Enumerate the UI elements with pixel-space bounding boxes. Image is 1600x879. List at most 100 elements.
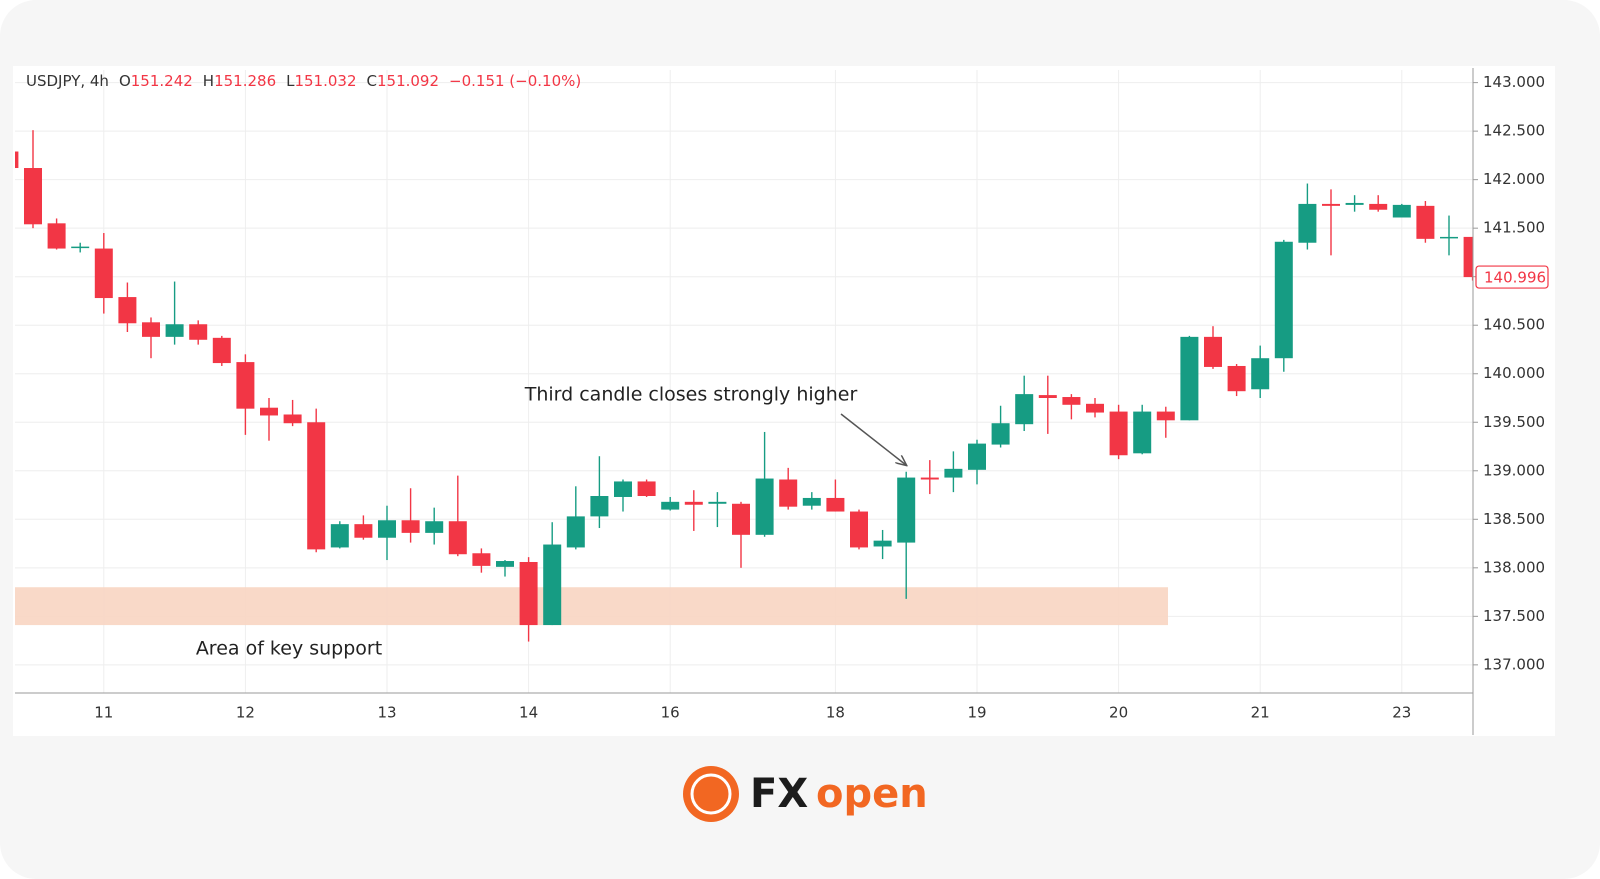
candle-body bbox=[71, 246, 90, 249]
annotation: Third candle closes strongly higher bbox=[524, 384, 858, 406]
candle-body bbox=[684, 501, 703, 505]
y-tick-label: 142.000 bbox=[1483, 170, 1545, 188]
candle-body bbox=[1015, 394, 1034, 425]
candle-body bbox=[1463, 236, 1473, 278]
header-key: C bbox=[367, 72, 377, 90]
candle-body bbox=[1133, 411, 1152, 454]
candle-body bbox=[118, 297, 137, 324]
x-tick-label: 18 bbox=[826, 704, 845, 722]
candles bbox=[15, 130, 1473, 642]
candle-body bbox=[1298, 203, 1317, 243]
candle-body bbox=[496, 561, 514, 567]
candle-body bbox=[1416, 205, 1435, 239]
y-tick-label: 140.000 bbox=[1483, 364, 1545, 382]
header-value: 151.092 bbox=[377, 72, 439, 90]
candle-body bbox=[826, 497, 845, 512]
candle-body bbox=[590, 496, 609, 517]
candle-body bbox=[873, 540, 892, 547]
symbol-header: USDJPY, 4h O151.242 H151.286 L151.032 C151.0… bbox=[26, 72, 581, 90]
x-tick-label: 19 bbox=[967, 704, 986, 722]
candle-body bbox=[968, 443, 986, 470]
candle-body bbox=[1369, 203, 1388, 210]
y-tick-label: 141.500 bbox=[1483, 219, 1545, 237]
x-tick-label: 13 bbox=[377, 704, 396, 722]
candle-body bbox=[637, 481, 656, 497]
candle-body bbox=[212, 337, 231, 364]
candle-body bbox=[944, 468, 963, 478]
header-key: O bbox=[119, 72, 131, 90]
logo-text-fx: FX bbox=[750, 771, 808, 817]
candle-body bbox=[1156, 411, 1175, 421]
y-tick-label: 138.000 bbox=[1483, 558, 1545, 576]
candle-body bbox=[1392, 204, 1411, 218]
annotation-arrow bbox=[840, 413, 906, 465]
logo-icon-ring bbox=[690, 773, 732, 815]
x-tick-label: 20 bbox=[1109, 704, 1128, 722]
candle-body bbox=[920, 477, 939, 480]
candle-body bbox=[1109, 411, 1128, 456]
candle-body bbox=[1062, 397, 1081, 405]
candle-body bbox=[307, 422, 326, 550]
candle-body bbox=[1274, 241, 1293, 359]
y-tick-label: 139.500 bbox=[1483, 413, 1545, 431]
support-zone bbox=[15, 587, 1168, 626]
candle-body bbox=[165, 324, 184, 337]
candle-body bbox=[236, 362, 255, 409]
y-tick-label: 137.500 bbox=[1483, 607, 1545, 625]
y-tick-label: 143.000 bbox=[1483, 73, 1545, 91]
candle-body bbox=[1251, 358, 1270, 390]
header-change: −0.151 (−0.10%) bbox=[449, 72, 581, 90]
candle-body bbox=[1322, 203, 1340, 206]
candle-body bbox=[354, 524, 373, 538]
candle-body bbox=[1227, 365, 1246, 392]
support-label: Area of key support bbox=[196, 638, 382, 660]
last-price-tag bbox=[1475, 265, 1549, 289]
logo-text-open: open bbox=[816, 771, 928, 817]
candle-body bbox=[448, 521, 467, 555]
candle-body bbox=[802, 497, 821, 506]
candle-body bbox=[142, 322, 160, 337]
x-tick-label: 21 bbox=[1251, 704, 1270, 722]
y-tick-label: 138.500 bbox=[1483, 510, 1545, 528]
header-value: 151.242 bbox=[131, 72, 193, 90]
header-symbol: USDJPY, 4h bbox=[26, 72, 109, 90]
candle-body bbox=[661, 501, 680, 510]
candle-body bbox=[425, 521, 444, 533]
candle-body bbox=[1440, 236, 1458, 239]
candle-body bbox=[472, 553, 491, 566]
x-tick-label: 16 bbox=[661, 704, 680, 722]
candle-body bbox=[897, 477, 916, 543]
labels: 137.000 137.500 138.000 138.500 139.000 139.5… bbox=[94, 73, 1549, 722]
candle-body bbox=[850, 511, 868, 548]
header-value: 151.032 bbox=[294, 72, 356, 90]
candle-body bbox=[94, 248, 113, 299]
header-key: H bbox=[203, 72, 214, 90]
candle-body bbox=[732, 503, 750, 535]
candle-body bbox=[24, 168, 42, 225]
candle-body bbox=[47, 223, 66, 249]
candle-body bbox=[1180, 336, 1199, 421]
candle-body bbox=[708, 501, 727, 504]
header-key: L bbox=[286, 72, 295, 90]
candle-body bbox=[991, 423, 1010, 445]
candle-body bbox=[189, 324, 208, 340]
x-tick-label: 12 bbox=[236, 704, 255, 722]
candle-body bbox=[1204, 336, 1222, 367]
header-value: 151.286 bbox=[214, 72, 276, 90]
candle-body bbox=[1038, 395, 1057, 398]
last-price-label: 140.996 bbox=[1484, 269, 1546, 287]
candle-body bbox=[755, 478, 774, 535]
zone-layer bbox=[15, 587, 1168, 626]
logo: FX open bbox=[683, 766, 928, 822]
candle-body bbox=[1345, 202, 1364, 205]
candle-body bbox=[401, 520, 420, 533]
candle-body bbox=[15, 151, 19, 169]
candle-body bbox=[614, 481, 632, 497]
y-tick-label: 142.500 bbox=[1483, 122, 1545, 140]
candle-body bbox=[1086, 403, 1104, 413]
candle-body bbox=[566, 516, 585, 548]
candle-body bbox=[779, 479, 798, 507]
candle-body bbox=[519, 561, 538, 626]
x-tick-label: 23 bbox=[1392, 704, 1411, 722]
